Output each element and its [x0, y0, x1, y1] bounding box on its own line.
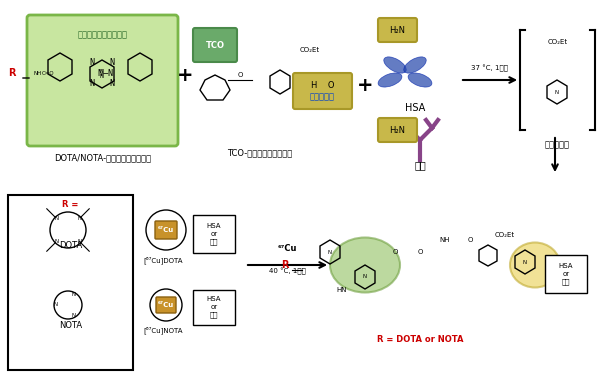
Text: HSA
or
抗体: HSA or 抗体 [207, 223, 221, 245]
FancyBboxPatch shape [378, 18, 417, 42]
Text: CO₂Et: CO₂Et [548, 39, 567, 45]
Text: HSA: HSA [405, 103, 425, 113]
Text: O: O [417, 249, 423, 255]
Text: ⁶⁷Cu: ⁶⁷Cu [277, 244, 296, 253]
Ellipse shape [510, 242, 560, 288]
Bar [545, 255, 587, 293]
Text: R: R [8, 68, 16, 78]
Text: アルデヒド: アルデヒド [310, 93, 335, 101]
Text: C=O: C=O [42, 70, 54, 75]
FancyBboxPatch shape [378, 118, 417, 142]
Text: ⁶⁷Cu: ⁶⁷Cu [158, 227, 174, 233]
FancyBboxPatch shape [27, 15, 178, 146]
FancyBboxPatch shape [155, 221, 177, 239]
Text: HSA
or
抗体: HSA or 抗体 [559, 263, 574, 285]
Text: イミン形成: イミン形成 [545, 140, 570, 149]
Text: R =: R = [62, 200, 79, 209]
Text: [⁶⁷Cu]DOTA: [⁶⁷Cu]DOTA [143, 256, 183, 264]
Text: 37 °C, 1時間: 37 °C, 1時間 [471, 65, 508, 72]
Text: N: N [72, 292, 76, 297]
FancyBboxPatch shape [293, 73, 352, 109]
Text: NH: NH [440, 237, 450, 243]
Text: N: N [328, 250, 332, 255]
Text: NH: NH [34, 70, 42, 75]
Text: N
N: N N [100, 69, 104, 79]
Text: +: + [357, 75, 373, 94]
Text: HN: HN [337, 287, 347, 293]
Text: N: N [54, 303, 58, 307]
Ellipse shape [404, 57, 427, 73]
Text: N   N
 N─N
N   N: N N N─N N N [90, 58, 115, 88]
Text: CO₂Et: CO₂Et [300, 47, 320, 53]
Text: CO₂Et: CO₂Et [495, 232, 515, 238]
Text: N: N [363, 274, 367, 280]
Text: 40 °C, 1時間: 40 °C, 1時間 [269, 268, 306, 275]
Text: N: N [77, 239, 82, 244]
Bar [193, 290, 235, 325]
Text: ⁶⁷Cu: ⁶⁷Cu [158, 302, 174, 308]
Ellipse shape [378, 73, 402, 87]
Text: O: O [392, 249, 397, 255]
Text: [⁶⁷Cu]NOTA: [⁶⁷Cu]NOTA [143, 326, 183, 334]
Text: H    O: H O [311, 80, 334, 90]
Ellipse shape [384, 57, 406, 73]
Text: O: O [467, 237, 473, 243]
Text: O: O [237, 72, 243, 78]
Text: HSA
or
抗体: HSA or 抗体 [207, 296, 221, 318]
Text: H₂N: H₂N [389, 26, 405, 35]
Text: R: R [281, 260, 289, 270]
Text: TCO-アルデヒドプローブ: TCO-アルデヒドプローブ [227, 148, 293, 157]
Text: ジピリジルテトラジン: ジピリジルテトラジン [77, 30, 128, 39]
Text: DOTA: DOTA [59, 240, 82, 250]
Text: 抗体: 抗体 [414, 160, 426, 170]
Text: DOTA/NOTA-テトラジンプローブ: DOTA/NOTA-テトラジンプローブ [54, 153, 151, 162]
Text: +: + [177, 66, 193, 85]
Ellipse shape [330, 237, 400, 293]
Text: N: N [54, 239, 59, 244]
FancyBboxPatch shape [193, 28, 237, 62]
Bar [8, 195, 133, 370]
Text: H₂N: H₂N [389, 125, 405, 134]
Text: N: N [77, 216, 82, 221]
Text: N: N [523, 259, 527, 264]
Text: R = DOTA or NOTA: R = DOTA or NOTA [377, 336, 463, 344]
Ellipse shape [408, 73, 432, 87]
Text: NOTA: NOTA [59, 320, 82, 330]
Text: N: N [54, 216, 59, 221]
Text: N: N [555, 90, 559, 94]
FancyBboxPatch shape [156, 297, 176, 313]
Text: N: N [72, 313, 76, 318]
Text: TCO: TCO [206, 40, 224, 50]
Bar [193, 215, 235, 253]
